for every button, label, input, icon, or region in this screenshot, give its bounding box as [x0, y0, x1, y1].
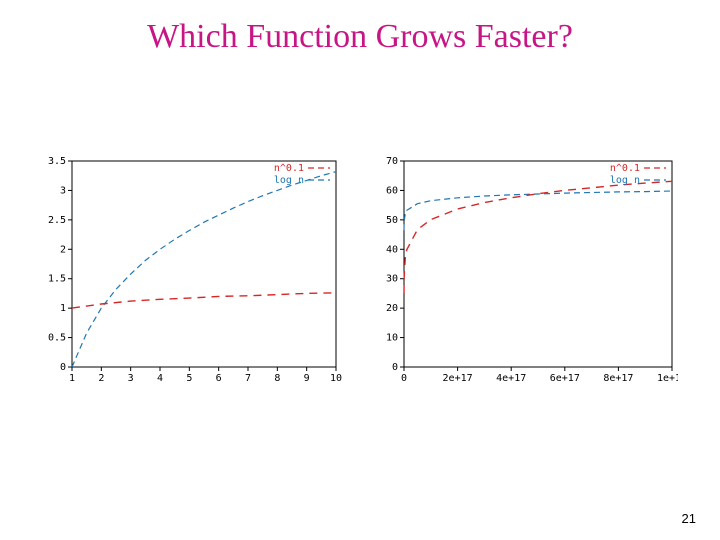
- legend-label: log n: [610, 175, 640, 186]
- x-tick-label: 10: [330, 373, 342, 384]
- legend-label: n^0.1: [274, 163, 304, 174]
- y-tick-label: 60: [386, 185, 398, 196]
- x-tick-label: 8: [274, 373, 280, 384]
- y-tick-label: 2.5: [48, 215, 66, 226]
- left-chart: 0 0.5 1 1.5 2 2.5 3 3.5 1 2 3 4 5 6 7 8 9 10 n^0.1log n: [42, 155, 342, 385]
- y-tick-label: 3: [60, 185, 66, 196]
- slide-title: Which Function Grows Faster?: [30, 18, 690, 56]
- x-tick-label: 9: [304, 373, 310, 384]
- x-tick-label: 4e+17: [496, 373, 526, 384]
- x-tick-label: 8e+17: [603, 373, 633, 384]
- x-tick-label: 6e+17: [550, 373, 580, 384]
- legend-label: n^0.1: [610, 163, 640, 174]
- y-tick-label: 1: [60, 303, 66, 314]
- y-tick-label: 20: [386, 303, 398, 314]
- y-tick-label: 50: [386, 215, 398, 226]
- x-tick-label: 2: [98, 373, 104, 384]
- x-tick-label: 5: [186, 373, 192, 384]
- y-tick-label: 0.5: [48, 333, 66, 344]
- x-tick-label: 3: [128, 373, 134, 384]
- x-tick-label: 7: [245, 373, 251, 384]
- y-tick-label: 1.5: [48, 274, 66, 285]
- right-chart: 0 10 20 30 40 50 60 70 0 2e+17 4e+17 6e+17 8e+17 1e+1…: [378, 155, 678, 385]
- y-tick-label: 10: [386, 333, 398, 344]
- y-tick-label: 70: [386, 156, 398, 167]
- page-number: 21: [682, 511, 696, 526]
- legend-label: log n: [274, 175, 304, 186]
- x-tick-label: 1: [69, 373, 75, 384]
- x-tick-label: 4: [157, 373, 163, 384]
- y-tick-label: 0: [392, 362, 398, 373]
- x-tick-label: 2e+17: [443, 373, 473, 384]
- plot-area: [404, 161, 672, 367]
- y-tick-label: 3.5: [48, 156, 66, 167]
- y-tick-label: 0: [60, 362, 66, 373]
- x-tick-label: 1e+18: [657, 373, 678, 384]
- y-tick-label: 40: [386, 244, 398, 255]
- plot-area: [72, 161, 336, 367]
- y-tick-label: 2: [60, 244, 66, 255]
- x-tick-label: 6: [216, 373, 222, 384]
- y-tick-label: 30: [386, 274, 398, 285]
- x-tick-label: 0: [401, 373, 407, 384]
